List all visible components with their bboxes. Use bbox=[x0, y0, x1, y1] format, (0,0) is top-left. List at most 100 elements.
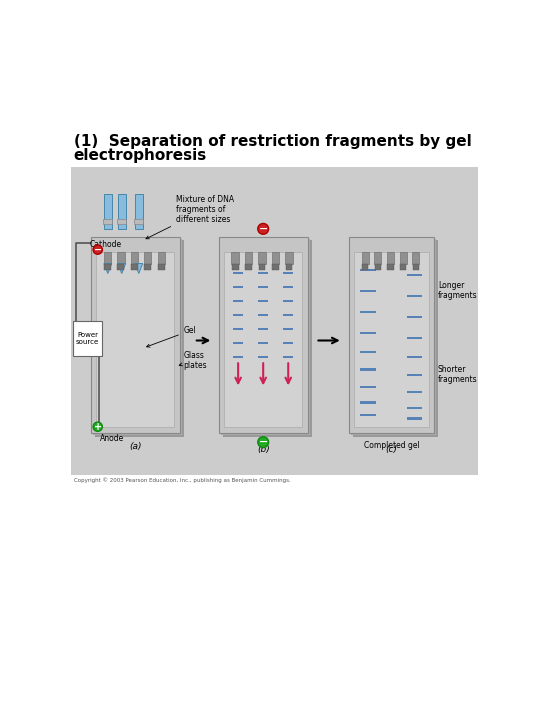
Bar bbox=[258, 342, 268, 344]
Bar bbox=[258, 328, 268, 330]
Bar bbox=[353, 240, 438, 437]
Bar bbox=[361, 369, 376, 371]
Text: (c): (c) bbox=[386, 446, 397, 454]
Bar bbox=[283, 286, 293, 289]
Bar bbox=[259, 252, 266, 264]
Text: −: − bbox=[259, 224, 268, 234]
Text: Gel: Gel bbox=[147, 326, 197, 347]
Bar bbox=[375, 264, 381, 271]
Text: electrophoresis: electrophoresis bbox=[73, 148, 207, 163]
Bar bbox=[258, 300, 268, 302]
Bar bbox=[374, 252, 381, 264]
Bar bbox=[222, 240, 312, 437]
Bar bbox=[104, 194, 112, 229]
Bar bbox=[96, 252, 174, 427]
Bar bbox=[413, 252, 420, 264]
Bar bbox=[245, 264, 252, 271]
Bar bbox=[286, 264, 293, 271]
Bar bbox=[407, 316, 422, 318]
Text: Mixture of DNA
fragments of
different sizes: Mixture of DNA fragments of different si… bbox=[146, 194, 234, 239]
Bar bbox=[361, 289, 376, 292]
Circle shape bbox=[93, 245, 103, 254]
Bar bbox=[144, 252, 152, 264]
Text: (1)  Separation of restriction fragments by gel: (1) Separation of restriction fragments … bbox=[73, 134, 471, 149]
Bar bbox=[259, 264, 266, 271]
Bar bbox=[224, 252, 302, 427]
Bar bbox=[283, 342, 293, 344]
Bar bbox=[71, 167, 478, 475]
Text: Longer
fragments: Longer fragments bbox=[438, 281, 477, 300]
Bar bbox=[245, 252, 252, 264]
Bar bbox=[351, 239, 436, 435]
Bar bbox=[258, 272, 268, 274]
Bar bbox=[387, 264, 394, 271]
Bar bbox=[272, 252, 279, 264]
Bar bbox=[233, 300, 243, 302]
Bar bbox=[258, 286, 268, 289]
Text: −: − bbox=[259, 437, 268, 447]
Text: +: + bbox=[93, 422, 102, 432]
Bar bbox=[134, 219, 144, 224]
Bar bbox=[272, 264, 279, 271]
Bar bbox=[131, 252, 138, 264]
Bar bbox=[400, 252, 407, 264]
Bar bbox=[407, 337, 422, 339]
Bar bbox=[407, 356, 422, 359]
Bar bbox=[361, 402, 376, 404]
Bar bbox=[407, 374, 422, 376]
Circle shape bbox=[258, 223, 268, 234]
Bar bbox=[145, 264, 151, 271]
Bar bbox=[354, 252, 429, 427]
Bar bbox=[361, 332, 376, 334]
Bar bbox=[232, 264, 239, 271]
Text: Glass
plates: Glass plates bbox=[179, 351, 207, 370]
Text: (a): (a) bbox=[129, 442, 141, 451]
Bar bbox=[400, 264, 406, 271]
Bar bbox=[131, 264, 138, 271]
Polygon shape bbox=[118, 264, 126, 274]
Bar bbox=[407, 274, 422, 276]
Text: Copyright © 2003 Pearson Education, Inc., publishing as Benjamin Cummings.: Copyright © 2003 Pearson Education, Inc.… bbox=[73, 477, 291, 483]
Bar bbox=[117, 219, 126, 224]
Bar bbox=[283, 300, 293, 302]
Text: −: − bbox=[93, 245, 102, 255]
Bar bbox=[286, 252, 293, 264]
Bar bbox=[407, 407, 422, 409]
Bar bbox=[93, 239, 182, 435]
Bar bbox=[361, 386, 376, 388]
Bar bbox=[118, 194, 126, 229]
Bar bbox=[73, 321, 103, 356]
Circle shape bbox=[258, 437, 268, 448]
Bar bbox=[219, 237, 308, 433]
Bar bbox=[233, 314, 243, 316]
Bar bbox=[362, 264, 368, 271]
Bar bbox=[407, 417, 422, 420]
Text: Shorter
fragments: Shorter fragments bbox=[438, 364, 477, 384]
Bar bbox=[232, 252, 239, 264]
Bar bbox=[94, 240, 184, 437]
Bar bbox=[361, 351, 376, 353]
Bar bbox=[104, 264, 111, 271]
Polygon shape bbox=[135, 264, 143, 274]
Bar bbox=[258, 314, 268, 316]
Bar bbox=[233, 272, 243, 274]
Bar bbox=[258, 356, 268, 359]
Bar bbox=[233, 286, 243, 289]
Circle shape bbox=[93, 422, 103, 431]
Bar bbox=[158, 264, 165, 271]
Text: Completed gel: Completed gel bbox=[363, 441, 420, 449]
Bar bbox=[283, 356, 293, 359]
Bar bbox=[221, 239, 310, 435]
Bar bbox=[283, 272, 293, 274]
Bar bbox=[233, 342, 243, 344]
Text: Anode: Anode bbox=[100, 434, 124, 444]
Bar bbox=[233, 356, 243, 359]
Bar bbox=[103, 219, 112, 224]
Bar bbox=[117, 252, 125, 264]
Text: Power
source: Power source bbox=[76, 332, 99, 345]
Bar bbox=[104, 252, 111, 264]
Polygon shape bbox=[104, 264, 112, 274]
Bar bbox=[407, 295, 422, 297]
Bar bbox=[158, 252, 165, 264]
Bar bbox=[407, 391, 422, 393]
